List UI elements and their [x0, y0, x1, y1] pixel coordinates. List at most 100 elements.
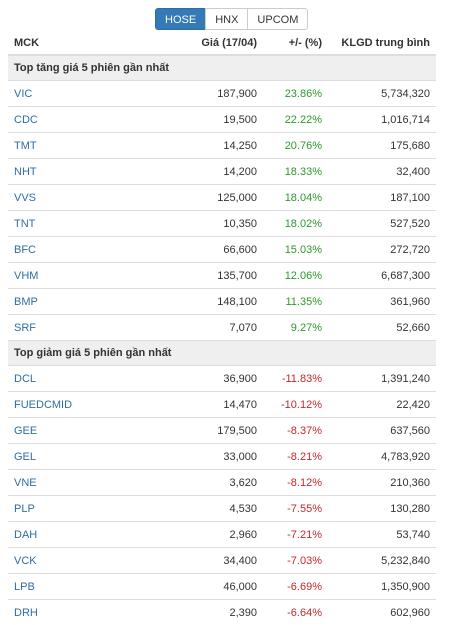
average-volume-cell: 53,740	[328, 522, 436, 548]
stock-code-link[interactable]: VIC	[14, 88, 32, 100]
average-volume-cell: 5,232,840	[328, 548, 436, 574]
stock-code-cell: GEE	[8, 418, 148, 444]
stock-code-link[interactable]: SRF	[14, 322, 36, 334]
stock-code-link[interactable]: GEE	[14, 425, 37, 437]
stock-code-cell: SRF	[8, 315, 148, 341]
price-cell: 148,100	[148, 289, 263, 315]
average-volume-cell: 187,100	[328, 185, 436, 211]
stock-code-cell: VCK	[8, 548, 148, 574]
average-volume-cell: 130,280	[328, 496, 436, 522]
tab-hose[interactable]: HOSE	[155, 8, 206, 30]
price-cell: 66,600	[148, 237, 263, 263]
average-volume-cell: 32,400	[328, 159, 436, 185]
column-header-price: Giá (17/04)	[148, 32, 263, 55]
stock-code-cell: PLP	[8, 496, 148, 522]
exchange-tab-group: HOSE HNX UPCOM	[155, 8, 308, 30]
change-percent-cell: 9.27%	[263, 315, 328, 341]
stock-code-link[interactable]: BMP	[14, 296, 38, 308]
stock-code-link[interactable]: GEL	[14, 451, 36, 463]
price-cell: 2,960	[148, 522, 263, 548]
change-percent-cell: -8.12%	[263, 470, 328, 496]
stock-code-link[interactable]: NHT	[14, 166, 37, 178]
price-cell: 10,350	[148, 211, 263, 237]
section-top-gainers: Top tăng giá 5 phiên gần nhất	[8, 55, 436, 81]
change-percent-cell: -6.64%	[263, 600, 328, 625]
average-volume-cell: 52,660	[328, 315, 436, 341]
stock-code-link[interactable]: CDC	[14, 114, 38, 126]
table-row[interactable]: PLP 4,530-7.55%130,280	[8, 496, 436, 522]
tab-upcom[interactable]: UPCOM	[247, 8, 308, 30]
stock-code-link[interactable]: LPB	[14, 581, 35, 593]
change-percent-cell: 18.02%	[263, 211, 328, 237]
average-volume-cell: 210,360	[328, 470, 436, 496]
table-row[interactable]: VNE 3,620-8.12%210,360	[8, 470, 436, 496]
price-cell: 14,470	[148, 392, 263, 418]
change-percent-cell: 20.76%	[263, 133, 328, 159]
stock-code-link[interactable]: FUEDCMID	[14, 399, 72, 411]
average-volume-cell: 6,687,300	[328, 263, 436, 289]
stock-code-cell: VNE	[8, 470, 148, 496]
stock-code-link[interactable]: BFC	[14, 244, 36, 256]
average-volume-cell: 1,016,714	[328, 107, 436, 133]
stock-code-cell: VIC	[8, 81, 148, 107]
stock-code-cell: GEL	[8, 444, 148, 470]
average-volume-cell: 637,560	[328, 418, 436, 444]
price-cell: 19,500	[148, 107, 263, 133]
average-volume-cell: 175,680	[328, 133, 436, 159]
section-top-losers: Top giảm giá 5 phiên gần nhất	[8, 341, 436, 366]
stock-code-link[interactable]: DAH	[14, 529, 37, 541]
column-header-change: +/- (%)	[263, 32, 328, 55]
average-volume-cell: 22,420	[328, 392, 436, 418]
stock-code-cell: FUEDCMID	[8, 392, 148, 418]
stock-code-link[interactable]: DRH	[14, 607, 38, 619]
change-percent-cell: 18.33%	[263, 159, 328, 185]
average-volume-cell: 272,720	[328, 237, 436, 263]
stock-code-cell: DCL	[8, 366, 148, 392]
stock-code-link[interactable]: VCK	[14, 555, 37, 567]
stock-code-link[interactable]: TNT	[14, 218, 35, 230]
price-cell: 34,400	[148, 548, 263, 574]
change-percent-cell: -10.12%	[263, 392, 328, 418]
average-volume-cell: 361,960	[328, 289, 436, 315]
change-percent-cell: -6.69%	[263, 574, 328, 600]
stock-code-cell: BMP	[8, 289, 148, 315]
stock-code-link[interactable]: VVS	[14, 192, 36, 204]
stock-code-link[interactable]: VHM	[14, 270, 38, 282]
price-cell: 3,620	[148, 470, 263, 496]
stock-code-cell: TMT	[8, 133, 148, 159]
stock-code-cell: BFC	[8, 237, 148, 263]
table-row[interactable]: FUEDCMID 14,470-10.12%22,420	[8, 392, 436, 418]
average-volume-cell: 1,391,240	[328, 366, 436, 392]
change-percent-cell: -7.55%	[263, 496, 328, 522]
stock-code-cell: CDC	[8, 107, 148, 133]
stock-code-link[interactable]: TMT	[14, 140, 37, 152]
stock-code-cell: DAH	[8, 522, 148, 548]
stock-code-link[interactable]: DCL	[14, 373, 36, 385]
stock-code-cell: TNT	[8, 211, 148, 237]
price-cell: 4,530	[148, 496, 263, 522]
average-volume-cell: 5,734,320	[328, 81, 436, 107]
price-cell: 14,200	[148, 159, 263, 185]
price-cell: 179,500	[148, 418, 263, 444]
price-cell: 33,000	[148, 444, 263, 470]
stock-code-link[interactable]: PLP	[14, 503, 35, 515]
stock-code-link[interactable]: VNE	[14, 477, 37, 489]
tab-hnx[interactable]: HNX	[205, 8, 248, 30]
